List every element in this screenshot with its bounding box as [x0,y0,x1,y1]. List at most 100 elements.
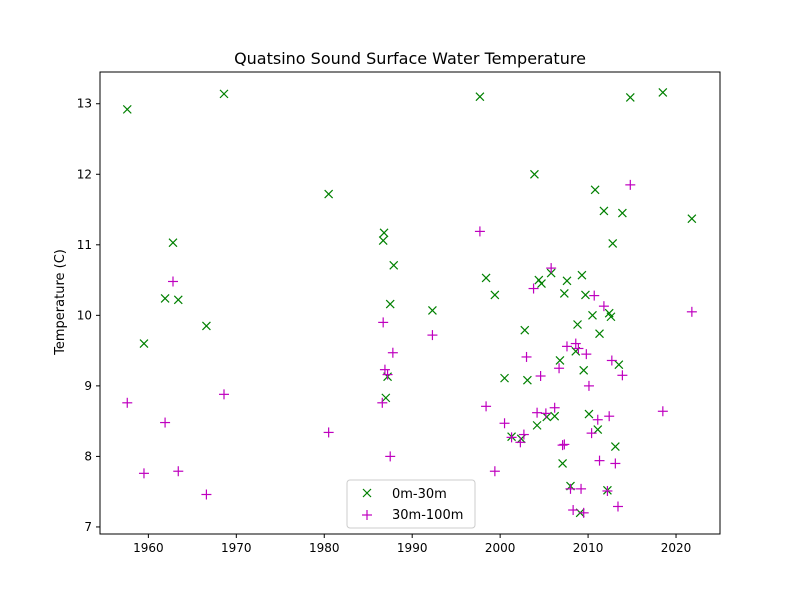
point-30m-100m [657,406,668,417]
point-30m-100m [573,343,584,354]
point-0m-30m [687,214,697,224]
point-0m-30m [606,312,616,322]
point-30m-100m [568,505,579,516]
point-0m-30m [593,425,603,435]
point-30m-100m [565,483,576,494]
point-30m-100m [602,485,613,496]
point-0m-30m [577,270,587,280]
point-30m-100m [540,408,551,419]
point-0m-30m [324,189,334,199]
point-30m-100m [604,411,615,422]
point-30m-100m [532,407,543,418]
point-30m-100m [559,439,570,450]
point-30m-100m [594,455,605,466]
y-tick-label: 10 [77,308,92,322]
point-30m-100m [612,501,623,512]
point-0m-30m [584,409,594,419]
point-30m-100m [481,401,492,412]
legend-label-0m-30m: 0m-30m [392,487,447,502]
point-30m-100m [578,507,589,518]
point-30m-100m [378,317,389,328]
y-tick-label: 9 [84,379,92,393]
point-0m-30m [168,238,178,248]
point-0m-30m [475,92,485,102]
point-0m-30m [160,293,170,303]
point-30m-100m [521,351,532,362]
point-0m-30m [385,299,395,309]
point-0m-30m [520,325,530,335]
y-tick-label: 12 [77,167,92,181]
point-30m-100m [554,363,565,374]
point-0m-30m [481,273,491,283]
point-30m-100m [427,330,438,341]
x-tick-label: 1980 [309,541,340,555]
point-30m-100m [167,276,178,287]
y-axis: 7 8 9 10 11 12 13 [77,97,100,534]
y-tick-label: 11 [77,238,92,252]
point-30m-100m [583,380,594,391]
point-30m-100m [528,283,539,294]
chart-title: Quatsino Sound Surface Water Temperature [234,49,586,68]
legend-box [346,479,476,529]
x-tick-label: 2000 [485,541,516,555]
point-30m-100m [518,429,529,440]
point-0m-30m [573,320,582,329]
point-30m-100m [598,301,609,312]
point-30m-100m [515,437,526,448]
y-tick-label: 8 [84,449,92,463]
legend: 0m-30m 30m-100m [346,479,476,529]
point-30m-100m [549,402,560,413]
point-30m-100m [219,389,229,400]
point-30m-100m [323,427,334,438]
point-0m-30m [378,236,388,246]
point-0m-30m [608,238,618,248]
point-0m-30m [559,289,569,298]
y-axis-label: Temperature (C) [53,249,68,356]
legend-marker-30m-100m [362,510,372,520]
point-30m-100m [385,451,396,462]
point-0m-30m [532,420,542,430]
point-30m-100m [474,226,485,237]
point-30m-100m [561,341,572,352]
point-0m-30m [173,295,183,305]
point-30m-100m [606,355,617,366]
y-tick-label: 13 [77,97,92,111]
data-marks [122,88,697,518]
point-30m-100m [576,483,587,494]
point-30m-100m [382,369,393,380]
point-30m-100m [610,458,621,469]
x-tick-label: 1970 [221,541,252,555]
point-30m-100m [535,371,546,382]
point-0m-30m [562,276,572,286]
point-30m-100m [377,397,388,408]
point-30m-100m [160,417,171,428]
point-0m-30m [490,290,500,300]
point-0m-30m [389,260,399,270]
point-30m-100m [201,489,212,500]
point-30m-100m [592,414,603,425]
point-30m-100m [506,432,517,443]
point-30m-100m [586,428,597,439]
point-30m-100m [138,468,149,479]
point-0m-30m [122,104,132,114]
point-30m-100m [589,290,600,301]
y-tick-label: 7 [84,520,92,534]
point-0m-30m [537,279,546,289]
point-0m-30m [530,169,539,179]
point-0m-30m [550,411,560,421]
point-0m-30m [219,89,229,99]
point-0m-30m [379,228,389,238]
point-0m-30m [614,360,624,370]
plot-frame [99,71,721,535]
point-0m-30m [381,393,391,403]
x-tick-label: 2020 [661,541,692,555]
point-30m-100m [173,466,184,477]
point-0m-30m [500,373,509,383]
point-30m-100m [625,179,636,190]
point-30m-100m [557,440,568,451]
point-0m-30m [579,365,589,375]
x-tick-label: 1990 [397,541,428,555]
point-0m-30m [588,310,597,320]
point-0m-30m [558,459,568,468]
